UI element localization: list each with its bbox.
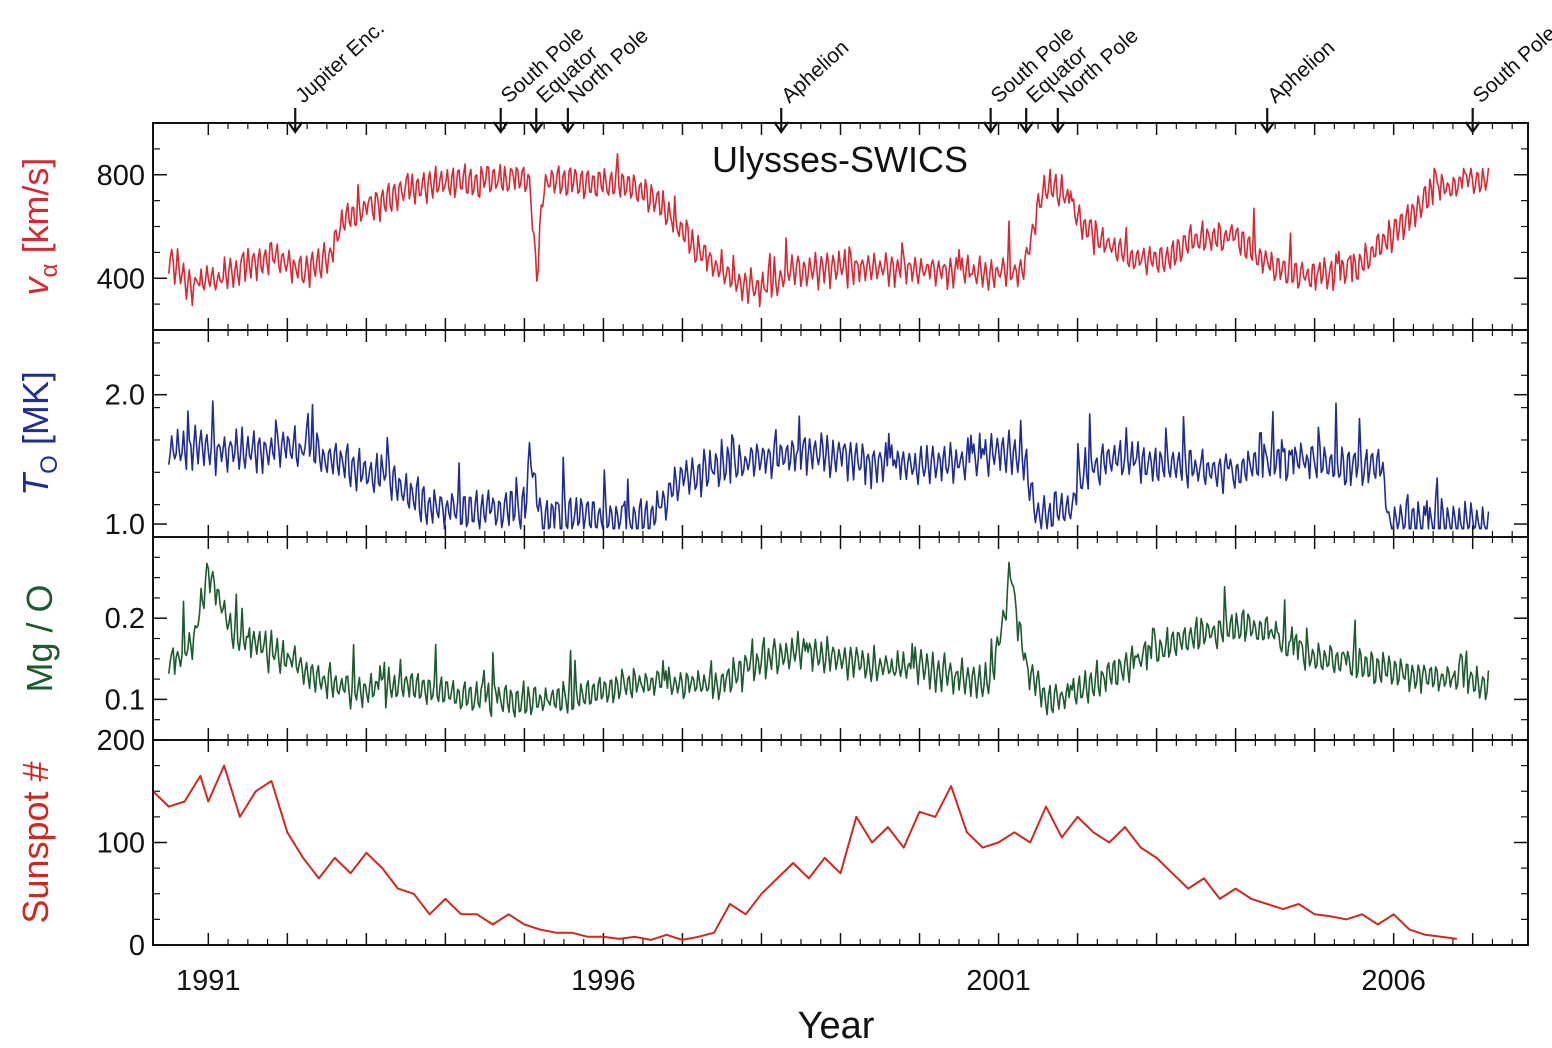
alpha-speed-y-axis-label: vα [km/s] xyxy=(15,158,63,296)
mg-o-ratio-y-axis-label: Mg / O xyxy=(19,584,60,692)
event-marker: Aphelion xyxy=(1259,36,1339,134)
event-marker: South Pole xyxy=(1464,22,1552,134)
instrument-label: Ulysses-SWICS xyxy=(712,139,968,180)
sunspot-y-tick-label: 200 xyxy=(97,725,145,757)
x-axis-ticks: 1991 1996 2001 2006 xyxy=(176,965,1426,997)
sunspot-panel: 0 100 200 Sunspot # xyxy=(15,725,1529,962)
event-label: South Pole xyxy=(1469,22,1552,108)
oxygen-temperature-frame xyxy=(152,329,1529,538)
sunspot-y-axis-label: Sunspot # xyxy=(15,761,56,923)
sunspot-series-line xyxy=(154,764,1458,941)
alpha-speed-y-tick-label: 400 xyxy=(97,263,145,295)
alpha-speed-panel: 400 800 vα [km/s] xyxy=(15,122,1529,331)
sunspot-y-tick-label: 100 xyxy=(97,828,145,860)
x-tick-label: 1991 xyxy=(176,965,241,997)
mg-o-ratio-series-line xyxy=(168,561,1490,718)
alpha-speed-series-line xyxy=(168,153,1490,308)
oxygen-temperature-series-line xyxy=(168,400,1490,530)
panels: 400 800 vα [km/s] 1.0 2.0 TO [MK] 0.1 0.2 Mg / O… xyxy=(15,122,1529,962)
x-tick-label: 1996 xyxy=(571,965,636,997)
x-tick-label: 2001 xyxy=(966,965,1031,997)
mg-o-ratio-panel: 0.1 0.2 Mg / O xyxy=(19,536,1529,741)
event-label: Aphelion xyxy=(777,36,853,108)
oxygen-temperature-y-tick-label: 1.0 xyxy=(105,509,145,541)
oxygen-temperature-y-tick-label: 2.0 xyxy=(105,380,145,412)
event-marker: Jupiter Enc. xyxy=(287,16,389,134)
mg-o-ratio-y-tick-label: 0.1 xyxy=(105,684,145,716)
x-tick-label: 2006 xyxy=(1361,965,1426,997)
event-marker: Aphelion xyxy=(773,36,853,134)
mg-o-ratio-y-tick-label: 0.2 xyxy=(105,603,145,635)
alpha-speed-y-tick-label: 800 xyxy=(97,160,145,192)
event-label: Aphelion xyxy=(1263,36,1339,108)
oxygen-temperature-y-axis-label: TO [MK] xyxy=(15,371,63,496)
sunspot-y-tick-label: 0 xyxy=(129,930,145,962)
oxygen-temperature-panel: 1.0 2.0 TO [MK] xyxy=(15,329,1529,541)
event-label: Jupiter Enc. xyxy=(291,16,389,107)
mg-o-ratio-frame xyxy=(152,536,1529,741)
x-axis-label: Year xyxy=(798,1005,875,1047)
